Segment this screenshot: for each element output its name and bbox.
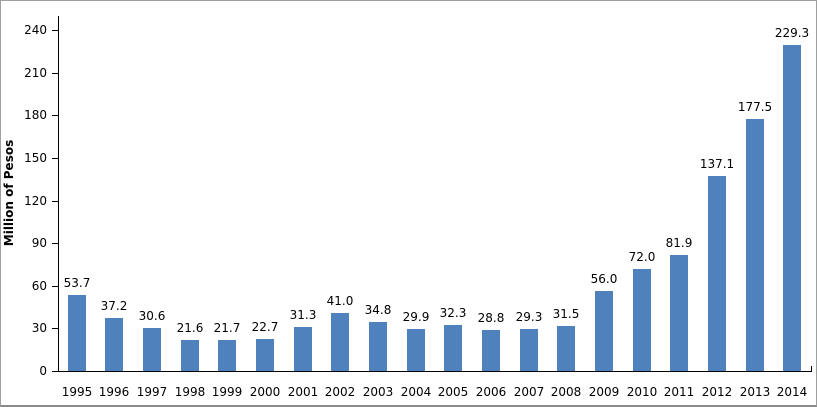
x-axis-category-label: 2013 <box>739 385 771 399</box>
y-axis-tick <box>52 115 58 116</box>
y-axis-tick <box>52 328 58 329</box>
y-axis-tick <box>52 201 58 202</box>
bar-value-label: 34.8 <box>364 303 392 317</box>
y-axis-tick-label: 30 <box>31 321 47 335</box>
x-axis-category-label: 1998 <box>174 385 206 399</box>
bar-value-label: 21.7 <box>213 321 241 335</box>
x-axis-category-label: 2006 <box>475 385 507 399</box>
bar <box>444 325 462 371</box>
y-axis-tick <box>52 158 58 159</box>
bar <box>331 313 349 371</box>
y-axis-tick-label: 240 <box>24 23 47 37</box>
bar <box>746 119 764 371</box>
x-axis-category-label: 2003 <box>362 385 394 399</box>
x-axis-category-label: 2011 <box>663 385 695 399</box>
x-axis-category-label: 1995 <box>61 385 93 399</box>
y-axis-tick-label: 180 <box>24 108 47 122</box>
bar-value-label: 53.7 <box>63 276 91 290</box>
bar <box>520 329 538 371</box>
bar-value-label: 37.2 <box>100 299 128 313</box>
x-axis-category-label: 2005 <box>437 385 469 399</box>
bar <box>218 340 236 371</box>
y-axis-tick <box>52 286 58 287</box>
bar <box>482 330 500 371</box>
bar <box>105 318 123 371</box>
bar <box>256 339 274 371</box>
bar-value-label: 177.5 <box>737 100 773 114</box>
bar-value-label: 22.7 <box>251 320 279 334</box>
y-axis-tick <box>52 30 58 31</box>
x-axis-category-label: 2010 <box>626 385 658 399</box>
y-axis-tick-label: 150 <box>24 151 47 165</box>
bar-value-label: 30.6 <box>138 309 166 323</box>
bar-value-label: 56.0 <box>590 272 618 286</box>
bar <box>294 327 312 371</box>
x-axis-category-label: 2007 <box>513 385 545 399</box>
y-axis-tick-label: 210 <box>24 66 47 80</box>
y-axis-tick <box>52 371 58 372</box>
bar <box>670 255 688 371</box>
x-axis-category-label: 2008 <box>550 385 582 399</box>
bar-value-label: 81.9 <box>665 236 693 250</box>
x-axis-category-label: 1997 <box>136 385 168 399</box>
y-axis-tick-label: 120 <box>24 194 47 208</box>
bar <box>708 176 726 371</box>
bar <box>68 295 86 371</box>
bar-value-label: 31.5 <box>552 307 580 321</box>
x-axis-category-label: 2000 <box>249 385 281 399</box>
bar-value-label: 137.1 <box>699 157 735 171</box>
x-axis-category-label: 2004 <box>400 385 432 399</box>
bar-value-label: 21.6 <box>176 321 204 335</box>
bar-value-label: 41.0 <box>326 294 354 308</box>
y-axis-tick-label: 60 <box>31 279 47 293</box>
x-axis-category-label: 1999 <box>211 385 243 399</box>
y-axis-tick <box>52 243 58 244</box>
bar <box>369 322 387 371</box>
bar <box>181 340 199 371</box>
y-axis-tick <box>52 73 58 74</box>
x-axis-line <box>58 371 812 372</box>
x-axis-category-label: 1996 <box>98 385 130 399</box>
bar <box>783 45 801 371</box>
bar <box>557 326 575 371</box>
y-axis-line <box>58 16 59 372</box>
y-axis-tick-label: 0 <box>39 364 47 378</box>
y-axis-tick-label: 90 <box>31 236 47 250</box>
bar-value-label: 229.3 <box>774 26 810 40</box>
x-axis-category-label: 2002 <box>324 385 356 399</box>
bar <box>143 328 161 371</box>
bar-value-label: 29.9 <box>402 310 430 324</box>
bar <box>595 291 613 371</box>
x-axis-category-label: 2001 <box>287 385 319 399</box>
bar-value-label: 32.3 <box>439 306 467 320</box>
bar <box>407 329 425 371</box>
bar-value-label: 28.8 <box>477 311 505 325</box>
bar-value-label: 72.0 <box>628 250 656 264</box>
bar-value-label: 31.3 <box>289 308 317 322</box>
x-axis-end-tick <box>811 366 812 371</box>
bar <box>633 269 651 371</box>
bar-value-label: 29.3 <box>515 310 543 324</box>
x-axis-category-label: 2014 <box>776 385 808 399</box>
x-axis-category-label: 2009 <box>588 385 620 399</box>
x-axis-category-label: 2012 <box>701 385 733 399</box>
